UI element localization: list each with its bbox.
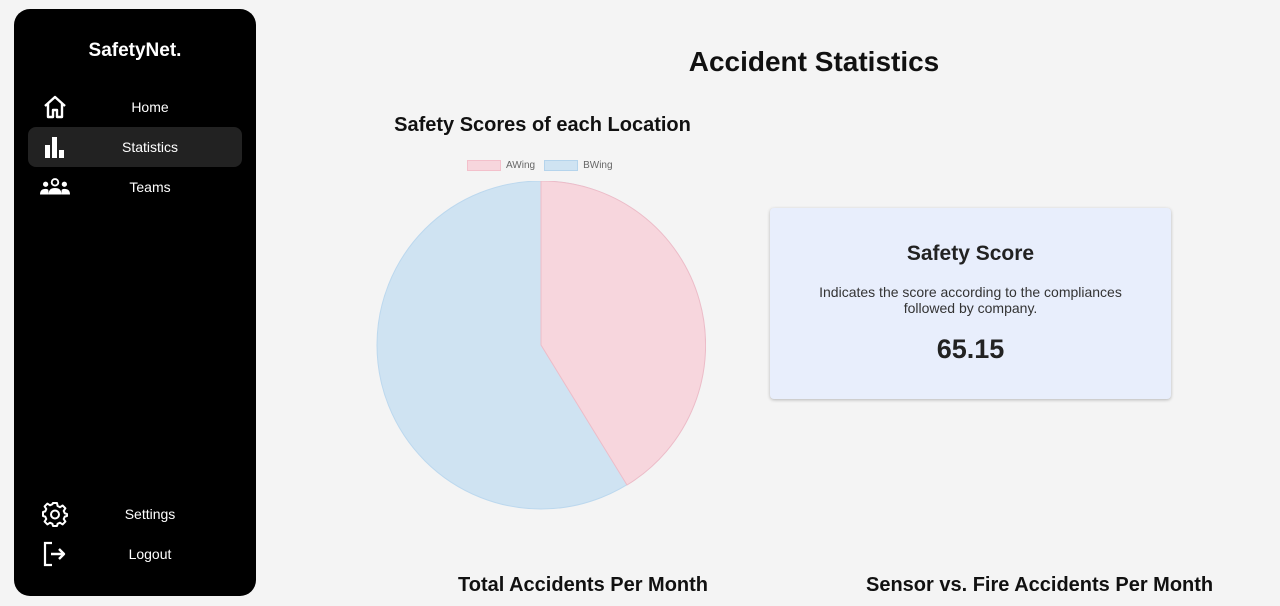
page-title: Accident Statistics bbox=[688, 46, 940, 77]
safety-score-card: Safety Score Indicates the score accordi… bbox=[770, 208, 1171, 399]
sidebar-item-label: Settings bbox=[124, 506, 176, 522]
card-description: Indicates the score according to the com… bbox=[819, 284, 1122, 316]
sidebar-item-home[interactable]: Home bbox=[28, 87, 242, 127]
sidebar-item-logout[interactable]: Logout bbox=[28, 534, 242, 574]
sidebar-item-statistics[interactable]: Statistics bbox=[28, 127, 242, 167]
legend-item-awing[interactable]: AWing bbox=[467, 160, 535, 171]
gear-icon bbox=[40, 501, 70, 527]
sidebar-item-label: Statistics bbox=[121, 139, 178, 155]
sensor-vs-fire-title: Sensor vs. Fire Accidents Per Month bbox=[866, 574, 1214, 596]
pie-slice-awing[interactable] bbox=[540, 181, 706, 486]
safety-score-value: 65.15 bbox=[936, 334, 1005, 364]
legend-label: AWing bbox=[506, 160, 536, 171]
sidebar-item-settings[interactable]: Settings bbox=[28, 494, 242, 534]
logout-icon bbox=[40, 541, 70, 567]
brand-logo: SafetyNet. bbox=[88, 40, 182, 61]
total-accidents-title: Total Accidents Per Month bbox=[458, 574, 709, 596]
card-title: Safety Score bbox=[906, 242, 1035, 265]
bar-chart-icon bbox=[40, 134, 70, 160]
pie-chart bbox=[376, 181, 706, 510]
sidebar-item-teams[interactable]: Teams bbox=[28, 167, 242, 207]
sidebar-item-label: Logout bbox=[128, 546, 172, 562]
legend-item-bwing[interactable]: BWing bbox=[544, 160, 613, 171]
sidebar: SafetyNet. Home Statistics Teams Setting… bbox=[14, 9, 256, 596]
legend-swatch bbox=[544, 160, 579, 171]
pie-chart-title: Safety Scores of each Location bbox=[394, 114, 691, 136]
chart-legend: AWing BWing bbox=[467, 160, 622, 171]
sidebar-item-label: Home bbox=[131, 99, 169, 115]
legend-label: BWing bbox=[583, 160, 613, 171]
sidebar-item-label: Teams bbox=[129, 179, 171, 195]
home-icon bbox=[40, 94, 70, 120]
legend-swatch bbox=[467, 160, 501, 171]
team-icon bbox=[40, 174, 70, 200]
